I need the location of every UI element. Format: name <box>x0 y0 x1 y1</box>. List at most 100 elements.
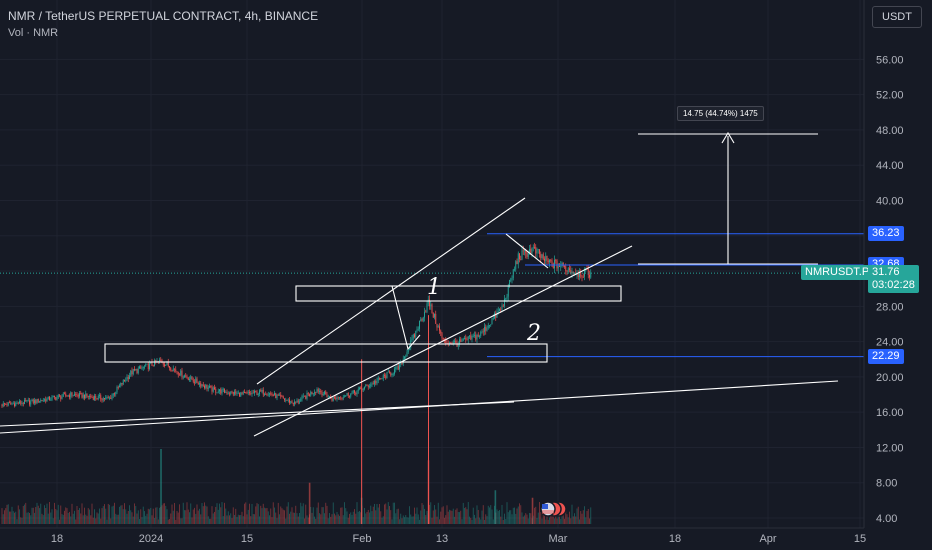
volume-bar <box>192 509 194 524</box>
volume-bar <box>585 517 587 524</box>
volume-bar <box>226 515 228 524</box>
volume-bar <box>171 504 173 524</box>
volume-bar <box>569 511 570 524</box>
volume-bar <box>97 513 99 524</box>
volume-bar <box>560 518 562 524</box>
volume-bar <box>457 511 459 524</box>
candle-body <box>277 394 279 396</box>
volume-bar <box>381 517 383 524</box>
candle-body <box>261 389 263 392</box>
candle-body <box>231 391 233 393</box>
candle-body <box>322 394 324 396</box>
volume-bar <box>200 514 202 524</box>
volume-bar <box>359 510 360 524</box>
volume-bar <box>480 519 482 524</box>
volume-bar <box>186 502 188 524</box>
volume-bar <box>45 507 47 524</box>
candle-body <box>417 328 419 330</box>
volume-bar <box>380 511 382 524</box>
volume-bar <box>140 509 142 524</box>
candle-body <box>107 397 109 399</box>
volume-bar <box>119 506 120 524</box>
volume-bar <box>295 505 297 524</box>
volume-bar <box>476 505 478 524</box>
candle-body <box>357 388 359 391</box>
currency-button[interactable]: USDT <box>872 6 922 28</box>
volume-bar <box>305 504 307 524</box>
volume-bar <box>415 513 417 524</box>
volume-bar <box>544 511 545 524</box>
volume-bar <box>270 508 272 524</box>
candle-body <box>92 397 94 400</box>
long-support-line-2 <box>0 401 515 427</box>
candle-body <box>472 335 474 337</box>
candle-body <box>267 394 269 396</box>
candle-body <box>122 379 124 385</box>
candle-body <box>26 400 28 402</box>
candle-body <box>84 394 85 399</box>
candle-body <box>355 392 357 395</box>
candle-body <box>215 388 217 393</box>
volume-bar <box>287 502 289 524</box>
volume-bar <box>25 502 27 524</box>
candle-body <box>36 398 38 404</box>
candle-body <box>331 398 333 401</box>
measure-label: 14.75 (44.74%) 1475 <box>677 106 764 121</box>
candle-body <box>197 383 199 385</box>
volume-bar <box>402 515 404 524</box>
candle-body <box>102 398 104 401</box>
annotation-1: 1 <box>427 275 441 300</box>
candle-body <box>250 393 252 395</box>
candle-body <box>324 391 325 395</box>
volume-bar <box>322 507 324 524</box>
volume-bar <box>301 506 303 524</box>
candle-body <box>49 396 50 401</box>
volume-bar <box>244 503 245 524</box>
volume-bar <box>485 514 487 524</box>
candle-body <box>490 324 492 326</box>
volume-bar <box>470 517 472 524</box>
candle-body <box>474 335 475 336</box>
volume-bar <box>549 517 550 524</box>
volume-bar <box>107 503 109 524</box>
volume-bar <box>167 519 169 524</box>
volume-bar <box>386 509 388 524</box>
volume-bar <box>570 518 572 524</box>
candle-body <box>109 397 110 399</box>
candle-body <box>255 390 257 392</box>
candle-body <box>240 392 242 397</box>
volume-bar <box>127 511 129 524</box>
candle-body <box>247 392 249 393</box>
candle-body <box>150 362 152 364</box>
candle-body <box>455 340 457 343</box>
time-tick-label: 18 <box>51 533 63 545</box>
candle-body <box>404 356 405 359</box>
volume-bar <box>276 518 278 524</box>
candle-body <box>340 397 342 399</box>
volume-bar <box>306 515 308 524</box>
volume-bar <box>564 518 565 524</box>
volume-bar <box>241 511 243 524</box>
bar-countdown: 03:02:28 <box>872 279 915 292</box>
candle-body <box>189 378 190 381</box>
candle-body <box>61 396 63 399</box>
volume-bar <box>236 516 238 524</box>
volume-bar <box>590 507 592 524</box>
candle-body <box>235 391 237 394</box>
volume-bar <box>21 517 23 524</box>
volume-bar <box>474 514 475 524</box>
volume-bar <box>246 514 248 524</box>
candle-body <box>524 249 525 251</box>
volume-bar <box>321 507 323 524</box>
candle-body <box>126 377 128 381</box>
events-flag-icon[interactable] <box>538 500 568 518</box>
volume-bar <box>509 510 510 524</box>
price-tick-label: 56.00 <box>876 54 904 66</box>
volume-bar <box>265 508 267 524</box>
volume-bar <box>496 509 498 524</box>
volume-bar <box>42 515 44 524</box>
candle-body <box>279 394 280 396</box>
volume-bar <box>212 513 214 524</box>
time-axis[interactable]: 18 2024 15 Feb 13 Mar 18 Apr 15 <box>51 533 866 545</box>
